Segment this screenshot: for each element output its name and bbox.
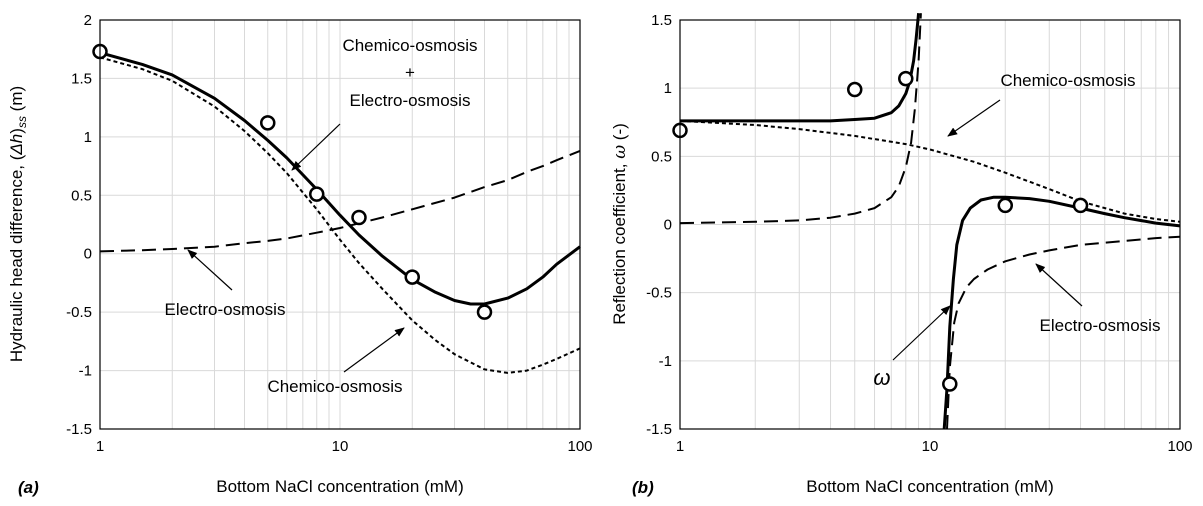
grid-b bbox=[680, 20, 1180, 429]
annotation-combined-line2: + bbox=[405, 63, 415, 82]
series-line-b-solid-1 bbox=[942, 195, 1181, 430]
y-axis-title-a: Hydraulic head difference, (Δh)ss (m) bbox=[7, 86, 29, 362]
y-tick-label-a: -1 bbox=[79, 363, 92, 380]
y-tick-label-b: 1 bbox=[664, 80, 672, 97]
tick-labels-a: 21.510.50-0.5-1-1.51 10 100 bbox=[66, 12, 592, 455]
y-tick-label-b: -1.5 bbox=[646, 421, 672, 438]
annotation-electro-b: Electro-osmosis bbox=[1040, 316, 1161, 335]
data-point-b bbox=[1072, 197, 1089, 214]
y-tick-label-b: 0 bbox=[664, 217, 672, 234]
annotation-combined-arrow bbox=[291, 123, 341, 171]
chart-a: 21.510.50-0.5-1-1.51 10 100 Bottom NaCl co… bbox=[7, 12, 593, 497]
annotation-combined-line3: Electro-osmosis bbox=[350, 91, 471, 110]
series-line-b-short-dash-2 bbox=[679, 119, 1181, 223]
y-tick-label-b: -1 bbox=[659, 353, 672, 370]
y-tick-label-a: 1 bbox=[84, 129, 92, 146]
series-line-b-solid-0 bbox=[680, 13, 921, 123]
data-point-a bbox=[260, 115, 276, 131]
annotation-combined-line1: Chemico-osmosis bbox=[342, 36, 477, 55]
annotation-electro-a-arrow bbox=[187, 249, 233, 291]
annotation-chemico-b-arrow bbox=[947, 99, 1001, 137]
data-point-b bbox=[942, 376, 958, 392]
annotation-omega: ω bbox=[873, 365, 890, 390]
annotation-chemico-a: Chemico-osmosis bbox=[267, 377, 402, 396]
y-tick-label-a: 0.5 bbox=[71, 187, 92, 204]
data-point-a bbox=[351, 209, 367, 226]
series-line-a-solid-0 bbox=[99, 51, 581, 306]
annotation-omega-arrow bbox=[892, 305, 951, 361]
y-tick-label-a: -0.5 bbox=[66, 304, 92, 321]
y-axis-title-b: Reflection coefficient, ω (-) bbox=[610, 123, 630, 325]
series-line-b-long-dash-3 bbox=[679, 13, 922, 225]
plot-frame-b bbox=[679, 19, 1181, 430]
data-point-a bbox=[476, 304, 493, 320]
plot-frame-a bbox=[99, 19, 581, 430]
x-tick-label-b: 10 bbox=[922, 438, 939, 455]
x-tick-label-a: 100 bbox=[567, 438, 592, 455]
x-axis-title-a: Bottom NaCl concentration (mM) bbox=[216, 477, 464, 496]
x-tick-label-b: 100 bbox=[1167, 438, 1192, 455]
annotation-chemico-a-arrow bbox=[343, 327, 405, 373]
annotation-electro-a: Electro-osmosis bbox=[165, 300, 286, 319]
series-a bbox=[92, 43, 581, 374]
y-tick-label-b: -0.5 bbox=[646, 285, 672, 302]
chart-b: 1.510.50-0.5-1-1.51 10 100 Bottom NaCl con… bbox=[610, 12, 1193, 497]
data-point-a bbox=[308, 186, 325, 202]
panel-label-b: (b) bbox=[632, 478, 654, 497]
x-tick-label-a: 1 bbox=[96, 438, 104, 455]
series-b bbox=[672, 13, 1181, 430]
grid-a bbox=[100, 20, 580, 429]
x-axis-title-b: Bottom NaCl concentration (mM) bbox=[806, 477, 1054, 496]
tick-labels-b: 1.510.50-0.5-1-1.51 10 100 bbox=[646, 12, 1192, 455]
y-tick-label-a: 0 bbox=[84, 246, 92, 263]
annotation-chemico-b: Chemico-osmosis bbox=[1000, 71, 1135, 90]
x-tick-label-b: 1 bbox=[676, 438, 684, 455]
y-tick-label-a: -1.5 bbox=[66, 421, 92, 438]
data-point-b bbox=[997, 197, 1014, 214]
data-point-a bbox=[404, 269, 420, 285]
panel-label-a: (a) bbox=[18, 478, 39, 497]
y-tick-label-b: 1.5 bbox=[651, 12, 672, 29]
y-tick-label-a: 2 bbox=[84, 12, 92, 29]
annotation-electro-b-arrow bbox=[1035, 263, 1083, 307]
x-tick-label-a: 10 bbox=[332, 438, 349, 455]
y-tick-label-a: 1.5 bbox=[71, 70, 92, 87]
y-tick-label-b: 0.5 bbox=[651, 148, 672, 165]
data-point-b bbox=[898, 70, 914, 87]
series-line-b-long-dash-4 bbox=[946, 235, 1181, 430]
data-point-b bbox=[846, 81, 863, 98]
